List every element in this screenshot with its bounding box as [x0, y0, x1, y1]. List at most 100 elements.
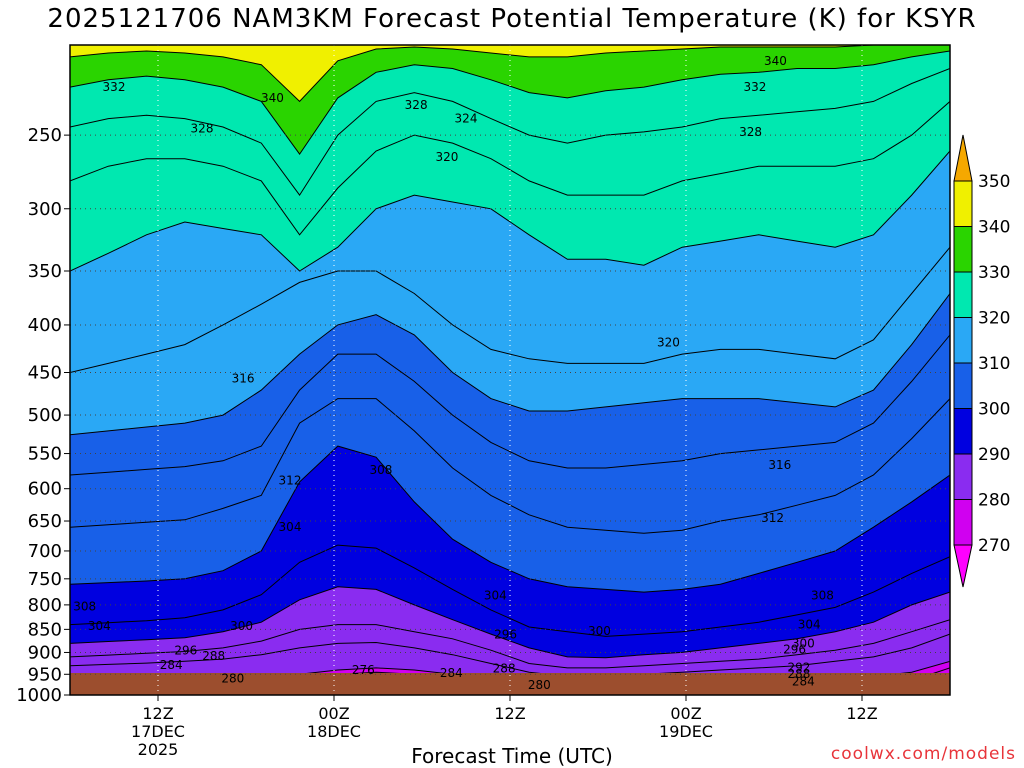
contour-label: 316 [232, 372, 255, 386]
y-axis: 2503003504004505005506006507007508008509… [16, 125, 70, 706]
contour-label: 320 [435, 150, 458, 164]
contour-label: 304 [798, 618, 821, 632]
contour-label: 320 [657, 336, 680, 350]
contour-label: 304 [279, 520, 302, 534]
x-tick-label: 00Z [318, 704, 349, 723]
y-tick-label: 800 [28, 595, 62, 616]
terrain-ground [70, 673, 950, 695]
y-tick-label: 450 [28, 363, 62, 384]
contour-label: 304 [88, 619, 111, 633]
colorbar: 270 280 290 300 310 320 330 340 350 [953, 134, 1010, 588]
isentrope-328 [70, 68, 950, 196]
y-tick-label: 1000 [16, 685, 62, 706]
contour-label: 340 [764, 54, 787, 68]
y-tick-label: 900 [28, 642, 62, 663]
colorbar-label: 270 [978, 536, 1010, 556]
y-tick-label: 600 [28, 479, 62, 500]
x-tick-label: 2025 [138, 740, 179, 759]
colorbar-segment [953, 453, 973, 500]
contour-label: 284 [792, 674, 815, 688]
colorbar-label: 290 [978, 445, 1010, 465]
colorbar-top-arrow [953, 134, 973, 182]
x-tick-label: 12Z [494, 704, 525, 723]
contour-label: 280 [221, 672, 244, 686]
colorbar-label: 310 [978, 354, 1010, 374]
y-tick-label: 650 [28, 511, 62, 532]
contour-label: 284 [160, 658, 183, 672]
y-tick-label: 500 [28, 405, 62, 426]
contour-label: 292 [787, 660, 810, 674]
contour-label: 324 [455, 112, 478, 126]
contour-label: 308 [369, 463, 392, 477]
colorbar-label: 340 [978, 218, 1010, 238]
x-axis-title: Forecast Time (UTC) [411, 744, 613, 768]
isentrope-296 [70, 544, 950, 637]
colorbar-label: 330 [978, 263, 1010, 283]
colorbar-segment [953, 408, 973, 455]
contour-label: 316 [768, 458, 791, 472]
contour-label: 288 [493, 662, 516, 676]
y-tick-label: 250 [28, 125, 62, 146]
contour-label: 332 [743, 80, 766, 94]
y-tick-label: 850 [28, 619, 62, 640]
chart-title: 2025121706 NAM3KM Forecast Potential Tem… [47, 4, 977, 34]
y-tick-label: 300 [28, 199, 62, 220]
isentrope-284 [70, 633, 950, 679]
contour-label: 296 [174, 644, 197, 658]
contour-label: 328 [739, 125, 762, 139]
contour-label: 276 [352, 663, 375, 677]
colorbar-label: 350 [978, 172, 1010, 192]
contour-label: 288 [787, 667, 810, 681]
colorbar-label: 280 [978, 491, 1010, 511]
contour-label: 308 [811, 589, 834, 603]
contour-label: 328 [191, 122, 214, 136]
colorbar-segment [953, 499, 973, 546]
contour-label: 332 [103, 80, 126, 94]
x-tick-label: 17DEC [131, 722, 185, 741]
y-tick-label: 350 [28, 261, 62, 282]
contour-label: 340 [261, 91, 284, 105]
contour-label: 288 [202, 649, 225, 663]
y-tick-label: 750 [28, 569, 62, 590]
contour-label: 304 [484, 589, 507, 603]
contour-label: 296 [783, 643, 806, 657]
x-tick-label: 12Z [846, 704, 877, 723]
colorbar-segment [953, 271, 973, 318]
contour-label: 300 [230, 619, 253, 633]
isentrope-316 [70, 246, 950, 373]
contour-labels: 332 340 328 328 324 320 340 332 328 320 316 316 312 3… [73, 54, 834, 692]
contour-label: 300 [792, 636, 815, 650]
colorbar-label: 320 [978, 309, 1010, 329]
isentrope-324 [70, 101, 950, 236]
contour-label: 296 [494, 628, 517, 642]
grid-lines [70, 45, 950, 696]
contour-label: 308 [73, 599, 96, 613]
watermark: coolwx.com/models [830, 744, 1016, 764]
colorbar-bottom-arrow [953, 544, 973, 588]
isentrope-332 [70, 50, 950, 155]
isentrope-312 [70, 293, 950, 436]
colorbar-segment [953, 226, 973, 273]
x-tick-label: 19DEC [659, 722, 713, 741]
isentrope-308 [70, 334, 950, 476]
x-tick-label: 18DEC [307, 722, 361, 741]
colorbar-segment [953, 317, 973, 364]
contour-label: 280 [528, 678, 551, 692]
isentrope-320 [70, 150, 950, 272]
isentrope-340 [70, 45, 950, 103]
colorbar-label: 300 [978, 400, 1010, 420]
x-tick-label: 12Z [142, 704, 173, 723]
x-tick-label: 00Z [670, 704, 701, 723]
contour-label: 312 [279, 474, 302, 488]
contour-label: 312 [761, 511, 784, 525]
y-tick-label: 400 [28, 315, 62, 336]
y-tick-label: 950 [28, 664, 62, 685]
filled-contours [70, 45, 950, 695]
colorbar-segment [953, 180, 973, 227]
isentrope-288 [70, 619, 950, 669]
colorbar-segment [953, 362, 973, 409]
y-tick-label: 700 [28, 541, 62, 562]
contour-label: 328 [405, 98, 428, 112]
